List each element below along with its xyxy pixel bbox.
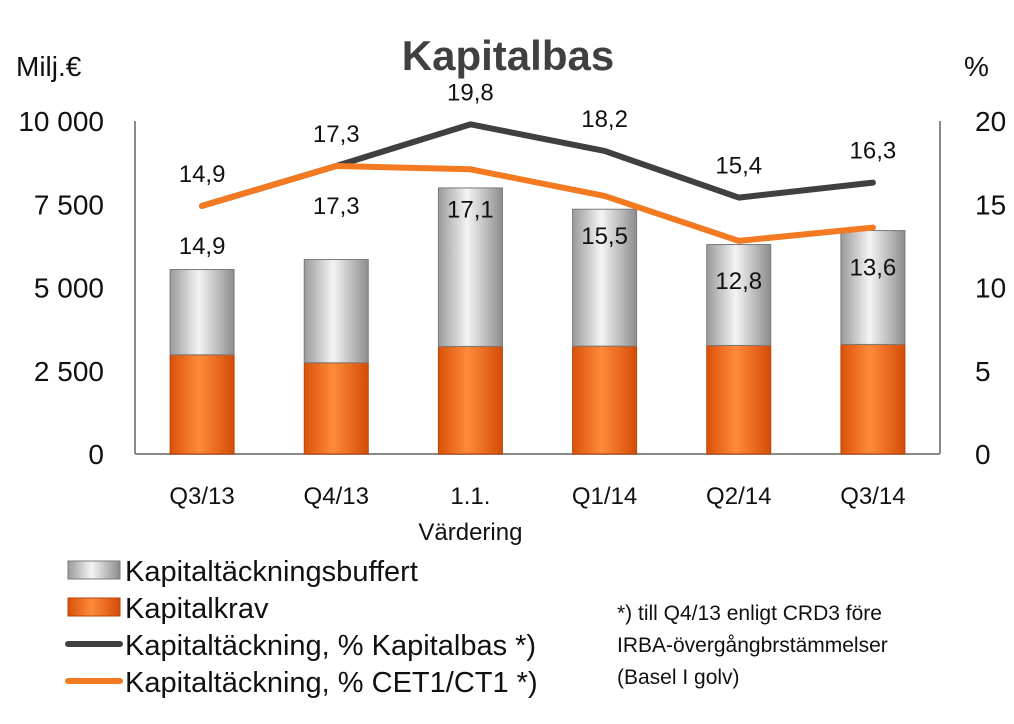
- data-label-cet1: 17,1: [447, 196, 494, 223]
- y-right-tick-label: 10: [975, 273, 1006, 304]
- x-tick-label: Q3/14: [840, 483, 905, 510]
- data-label-kapitalbas: 19,8: [447, 79, 494, 106]
- bar-kapitaltackningsbuffert: [437, 187, 503, 347]
- y-left-tick-label: 0: [88, 439, 104, 470]
- bar-kapitaltackningsbuffert: [169, 269, 235, 356]
- x-tick-label: Q2/14: [706, 483, 771, 510]
- footnote: *) till Q4/13 enligt CRD3 före IRBA-över…: [617, 598, 997, 694]
- footnote-line-1: *) till Q4/13 enligt CRD3 före: [617, 602, 882, 625]
- bar-kapitalkrav: [303, 362, 369, 455]
- y-right-tick-label: 5: [975, 356, 991, 387]
- data-label-cet1: 13,6: [850, 255, 897, 282]
- legend-label: Kapitaltäckning, % Kapitalbas *): [125, 630, 536, 662]
- x-tick-sublabel: Värdering: [418, 519, 522, 546]
- legend-label: Kapitaltäckningsbuffert: [125, 556, 418, 588]
- y-left-tick-label: 5 000: [34, 273, 104, 304]
- y-right-tick-label: 20: [975, 106, 1006, 137]
- legend-label: Kapitalkrav: [125, 593, 269, 625]
- data-label-kapitalbas: 15,4: [715, 153, 762, 180]
- bar-kapitaltackningsbuffert: [572, 208, 638, 347]
- bar-kapitalkrav: [169, 354, 235, 455]
- y-left-tick-label: 10 000: [18, 106, 104, 137]
- bar-kapitalkrav: [572, 345, 638, 455]
- footnote-line-2: IRBA-övergångbrstämmelser: [617, 634, 888, 657]
- legend-label: Kapitaltäckning, % CET1/CT1 *): [125, 667, 538, 699]
- x-tick-label: Q1/14: [572, 483, 637, 510]
- x-tick-label: Q4/13: [304, 483, 369, 510]
- bar-kapitalkrav: [840, 343, 906, 455]
- y-right-tick-label: 15: [975, 189, 1006, 220]
- data-label-kapitalbas: 14,9: [179, 161, 226, 188]
- x-tick-label: Q3/13: [169, 483, 234, 510]
- data-label-cet1: 17,3: [313, 193, 360, 220]
- line-kapitalbas: [199, 121, 876, 209]
- data-label-kapitalbas: 17,3: [313, 121, 360, 148]
- data-label-cet1: 14,9: [179, 233, 226, 260]
- line-cet1: [199, 162, 876, 244]
- legend-swatch: [67, 597, 121, 617]
- bar-kapitaltackningsbuffert: [840, 230, 906, 345]
- bar-kapitalkrav: [706, 344, 772, 455]
- bar-kapitaltackningsbuffert: [706, 244, 772, 346]
- y-left-tick-label: 7 500: [34, 189, 104, 220]
- y-left-tick-label: 2 500: [34, 356, 104, 387]
- legend-swatch: [67, 560, 121, 580]
- data-label-kapitalbas: 16,3: [850, 138, 897, 165]
- data-label-cet1: 15,5: [581, 223, 628, 250]
- chart-title: Kapitalbas: [402, 32, 614, 79]
- footnote-line-3: (Basel I golv): [617, 666, 740, 689]
- data-label-cet1: 12,8: [715, 268, 762, 295]
- x-tick-label: 1.1.: [450, 483, 490, 510]
- y-right-tick-label: 0: [975, 439, 991, 470]
- y-right-axis-label: %: [964, 51, 989, 82]
- y-left-axis-label: Milj.€: [16, 51, 82, 82]
- bar-kapitaltackningsbuffert: [303, 259, 369, 364]
- data-label-kapitalbas: 18,2: [581, 106, 628, 133]
- bar-kapitalkrav: [437, 345, 503, 455]
